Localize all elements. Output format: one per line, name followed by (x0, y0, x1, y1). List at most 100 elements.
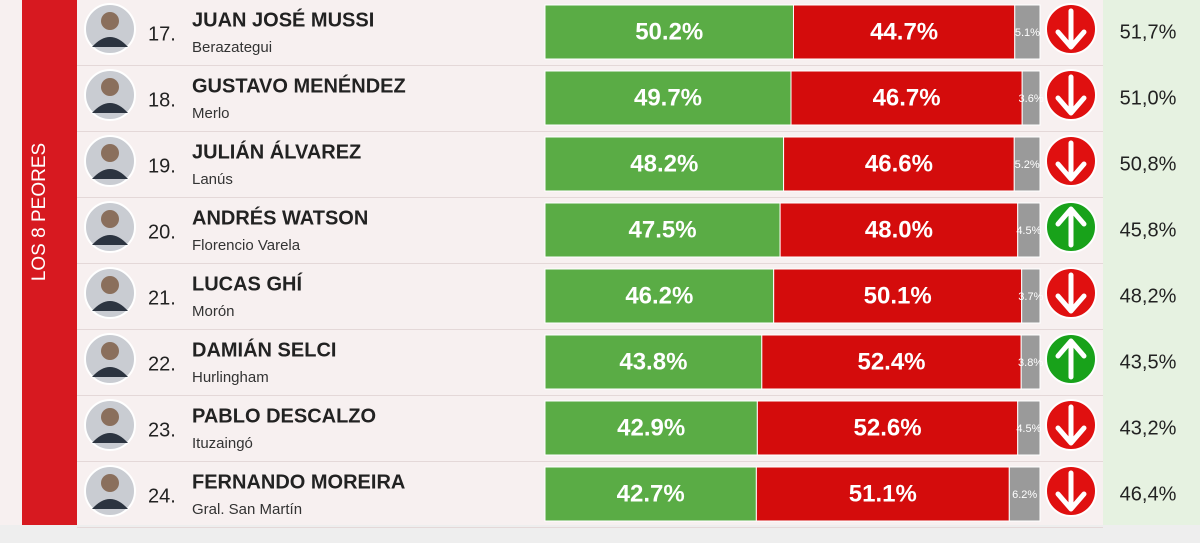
photo-head (101, 342, 119, 360)
trend-arrow (1055, 74, 1087, 116)
previous: 43,2% (1120, 417, 1177, 439)
trend-arrow (1055, 272, 1087, 314)
previous: 43,5% (1120, 351, 1177, 373)
name: DAMIÁN SELCI (192, 338, 336, 361)
bar-approve (544, 334, 763, 390)
bar-label: 50.1% (864, 282, 932, 309)
bar-label: 48.2% (630, 150, 698, 177)
bar-disapprove (761, 334, 1022, 390)
photo-body (92, 433, 128, 443)
trend-arrow (1055, 140, 1087, 182)
rank: 24. (148, 485, 176, 507)
district: Hurlingham (192, 369, 269, 386)
bar-label: 46.7% (873, 84, 941, 111)
photo-body (92, 37, 128, 47)
district: Merlo (192, 105, 230, 122)
photo-head (101, 78, 119, 96)
previous: 50,8% (1120, 153, 1177, 175)
bar-label: 52.6% (854, 414, 922, 441)
bar-label: 5.2% (1015, 159, 1040, 171)
bar-label: 42.9% (617, 414, 685, 441)
rank: 22. (148, 353, 176, 375)
photo-body (92, 499, 128, 509)
bar-label: 48.0% (865, 216, 933, 243)
bar-disapprove (792, 4, 1016, 60)
photo-head (101, 408, 119, 426)
bar-label: 4.5% (1016, 225, 1041, 237)
bar-label: 52.4% (857, 348, 925, 375)
bar-disapprove (790, 70, 1023, 126)
photo-head (101, 210, 119, 228)
trend-arrow (1055, 470, 1087, 512)
name: LUCAS GHÍ (192, 272, 302, 295)
bar-label: 46.2% (625, 282, 693, 309)
photo-head (101, 276, 119, 294)
bar-label: 3.8% (1018, 357, 1043, 369)
bar-disapprove (756, 400, 1019, 456)
bar-approve (544, 4, 794, 60)
bar-nsnc (1014, 4, 1041, 60)
district: Morón (192, 303, 235, 320)
bar-label: 5.1% (1015, 27, 1040, 39)
photo-body (92, 103, 128, 113)
rank: 20. (148, 221, 176, 243)
bar-approve (544, 202, 781, 258)
photo-body (92, 301, 128, 311)
previous: 46,4% (1120, 483, 1177, 505)
previous: 45,8% (1120, 219, 1177, 241)
rank: 19. (148, 155, 176, 177)
bar-nsnc (1008, 466, 1041, 522)
trend-arrow (1055, 8, 1087, 50)
name: PABLO DESCALZO (192, 405, 376, 427)
name: JUAN JOSÉ MUSSI (192, 8, 374, 31)
rank: 18. (148, 89, 176, 111)
bar-approve (544, 268, 775, 324)
bar-label: 4.5% (1016, 423, 1041, 435)
previous: 51,7% (1120, 21, 1177, 43)
previous: 48,2% (1120, 285, 1177, 307)
bar-label: 3.6% (1019, 93, 1044, 105)
photo-body (92, 367, 128, 377)
photo-head (101, 474, 119, 492)
district: Florencio Varela (192, 237, 301, 254)
previous: 51,0% (1120, 87, 1177, 109)
rank: 21. (148, 287, 176, 309)
bar-nsnc (1021, 268, 1041, 324)
photo-head (101, 144, 119, 162)
name: JULIÁN ÁLVAREZ (192, 140, 361, 163)
trend-arrow (1055, 206, 1087, 248)
rank: 17. (148, 23, 176, 45)
bar-label: 42.7% (617, 480, 685, 507)
district: Gral. San Martín (192, 501, 302, 518)
district: Lanús (192, 171, 233, 188)
bar-nsnc (1020, 334, 1041, 390)
bar-nsnc (1017, 202, 1041, 258)
name: GUSTAVO MENÉNDEZ (192, 74, 406, 97)
side-label: LOS 8 PEORES (29, 143, 50, 281)
bar-label: 49.7% (634, 84, 702, 111)
trend-arrow (1055, 338, 1087, 380)
bar-nsnc (1013, 136, 1041, 192)
photo-body (92, 169, 128, 179)
name: ANDRÉS WATSON (192, 206, 368, 229)
bar-label: 6.2% (1012, 489, 1037, 501)
name: FERNANDO MOREIRA (192, 471, 405, 493)
bar-disapprove (783, 136, 1015, 192)
photo-body (92, 235, 128, 245)
bar-label: 43.8% (619, 348, 687, 375)
district: Ituzaingó (192, 435, 253, 452)
bar-label: 47.5% (629, 216, 697, 243)
bar-approve (544, 466, 757, 522)
bar-disapprove (755, 466, 1010, 522)
bar-label: 44.7% (870, 18, 938, 45)
bar-nsnc (1021, 70, 1041, 126)
bar-label: 3.7% (1018, 291, 1043, 303)
bar-label: 46.6% (865, 150, 933, 177)
side-strip (22, 0, 77, 525)
bar-label: 51.1% (849, 480, 917, 507)
bar-label: 50.2% (635, 18, 703, 45)
bar-approve (544, 400, 758, 456)
bar-disapprove (779, 202, 1019, 258)
bar-disapprove (773, 268, 1023, 324)
